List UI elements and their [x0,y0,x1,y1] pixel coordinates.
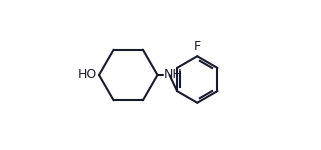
Text: HO: HO [78,69,97,81]
Text: F: F [194,39,201,52]
Text: NH: NH [163,69,182,81]
